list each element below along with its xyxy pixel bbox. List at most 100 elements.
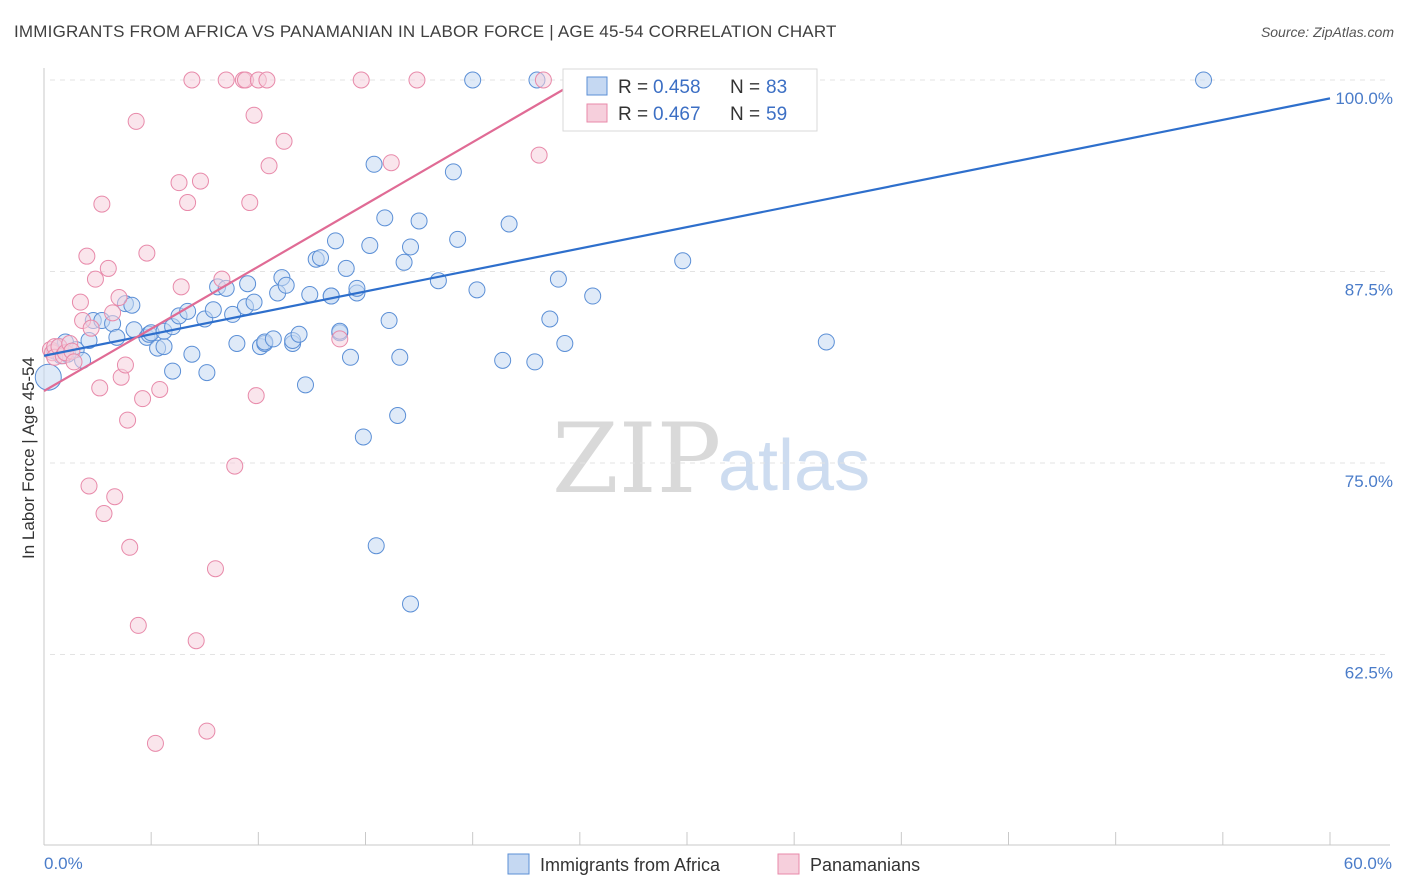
africa-point bbox=[556, 335, 574, 353]
africa-point bbox=[526, 353, 544, 371]
africa-point bbox=[361, 236, 379, 254]
panamanian-point bbox=[382, 154, 400, 172]
panamanian-point bbox=[241, 194, 259, 212]
panamanian-point bbox=[245, 106, 263, 124]
panamanian-point bbox=[106, 488, 124, 506]
panamanian-point bbox=[78, 247, 96, 265]
africa-point bbox=[245, 293, 263, 311]
legend-n-label-1: N = bbox=[730, 77, 760, 98]
africa-point bbox=[277, 276, 295, 294]
africa-point bbox=[402, 238, 420, 256]
panamanian-point bbox=[110, 289, 128, 307]
africa-point bbox=[322, 287, 340, 305]
axes bbox=[43, 68, 1390, 846]
trend-line-africa bbox=[43, 97, 1331, 357]
africa-point bbox=[296, 376, 314, 394]
panamanian-point bbox=[82, 319, 100, 337]
panamanian-point bbox=[260, 157, 278, 175]
legend-r-label-1: R = bbox=[618, 77, 648, 98]
watermark-zip: ZIP bbox=[552, 403, 721, 515]
panamanian-point bbox=[170, 174, 188, 192]
africa-point bbox=[354, 428, 372, 446]
panamanian-point bbox=[258, 71, 276, 89]
panamanian-point bbox=[134, 390, 152, 408]
africa-point bbox=[410, 212, 428, 230]
panamanian-point bbox=[187, 632, 205, 650]
africa-point bbox=[326, 232, 344, 250]
panamanian-point bbox=[217, 71, 235, 89]
africa-point bbox=[380, 312, 398, 330]
africa-point bbox=[155, 338, 173, 356]
panamanian-point bbox=[226, 457, 244, 475]
africa-point bbox=[34, 363, 62, 391]
africa-point bbox=[389, 407, 407, 425]
panamanian-point bbox=[530, 146, 548, 164]
africa-point bbox=[674, 252, 692, 270]
africa-point bbox=[164, 362, 182, 380]
africa-point bbox=[549, 270, 567, 288]
africa-point bbox=[301, 285, 319, 303]
series-africa-points bbox=[34, 71, 1213, 613]
africa-point bbox=[183, 345, 201, 363]
africa-point bbox=[468, 281, 486, 299]
panamanian-point bbox=[71, 293, 89, 311]
africa-point bbox=[444, 163, 462, 181]
legend-r-value-2: 0.467 bbox=[653, 104, 701, 125]
x-tick-label-min: 0.0% bbox=[44, 854, 83, 873]
panamanian-point bbox=[183, 71, 201, 89]
panamanian-point bbox=[95, 505, 113, 523]
legend-n-label-2: N = bbox=[730, 104, 760, 125]
panamanian-point bbox=[534, 71, 552, 89]
series-legend: Immigrants from Africa Panamanians bbox=[507, 853, 920, 875]
panamanian-point bbox=[275, 132, 293, 150]
legend-n-value-1: 83 bbox=[766, 77, 787, 98]
africa-point bbox=[494, 351, 512, 369]
africa-point bbox=[123, 296, 141, 314]
africa-point bbox=[204, 301, 222, 319]
panamanian-point bbox=[146, 734, 164, 752]
panamanian-point bbox=[119, 411, 137, 429]
panamanian-point bbox=[116, 356, 134, 374]
y-tick-label: 87.5% bbox=[1345, 281, 1393, 300]
bottom-legend-swatch-panamanian bbox=[777, 853, 800, 875]
panamanian-point bbox=[198, 722, 216, 740]
panamanian-point bbox=[352, 71, 370, 89]
legend-n-value-2: 59 bbox=[766, 104, 787, 125]
trend-lines bbox=[43, 79, 1331, 392]
africa-point bbox=[1195, 71, 1213, 89]
africa-point bbox=[584, 287, 602, 305]
africa-point bbox=[341, 348, 359, 366]
chart-title: IMMIGRANTS FROM AFRICA VS PANAMANIAN IN … bbox=[14, 22, 837, 41]
bottom-legend-swatch-africa bbox=[507, 853, 530, 875]
panamanian-point bbox=[206, 560, 224, 578]
y-tick-label: 75.0% bbox=[1345, 472, 1393, 491]
panamanian-point bbox=[86, 270, 104, 288]
panamanian-point bbox=[93, 195, 111, 213]
africa-point bbox=[395, 253, 413, 271]
panamanian-point bbox=[91, 379, 109, 397]
bottom-legend-label-panamanian: Panamanians bbox=[810, 855, 920, 875]
africa-point bbox=[228, 335, 246, 353]
panamanian-point bbox=[151, 380, 169, 398]
source-label: Source: ZipAtlas.com bbox=[1260, 24, 1394, 40]
series-panamanian-points bbox=[41, 71, 552, 752]
africa-point bbox=[376, 209, 394, 227]
legend-swatch-africa bbox=[586, 76, 608, 96]
bottom-legend-label-africa: Immigrants from Africa bbox=[540, 855, 721, 875]
panamanian-point bbox=[127, 112, 145, 130]
africa-point bbox=[198, 364, 216, 382]
y-tick-labels: 100.0% 87.5% 75.0% 62.5% bbox=[1335, 89, 1393, 683]
legend-r-value-1: 0.458 bbox=[653, 77, 701, 98]
panamanian-point bbox=[408, 71, 426, 89]
africa-point bbox=[817, 333, 835, 351]
africa-point bbox=[337, 259, 355, 277]
panamanian-point bbox=[191, 172, 209, 190]
watermark-atlas: atlas bbox=[718, 426, 870, 506]
panamanian-point bbox=[65, 353, 83, 371]
y-tick-label: 62.5% bbox=[1345, 664, 1393, 683]
africa-point bbox=[290, 325, 308, 343]
africa-point bbox=[367, 537, 385, 555]
africa-point bbox=[449, 230, 467, 248]
panamanian-point bbox=[331, 330, 349, 348]
y-tick-label: 100.0% bbox=[1335, 89, 1393, 108]
